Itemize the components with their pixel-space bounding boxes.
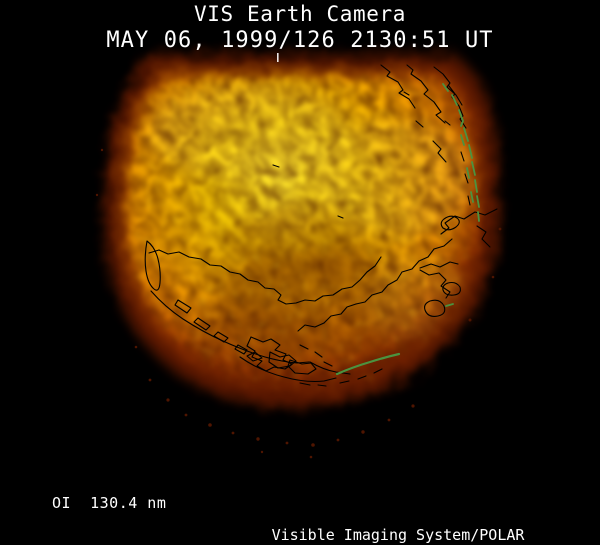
terminator-overlay — [335, 83, 480, 376]
disk-bright-mottle-texture — [112, 62, 491, 401]
credit-text: Visible Imaging System/POLAR The Univers… — [196, 493, 600, 545]
credit-line-1: Visible Imaging System/POLAR — [271, 526, 525, 544]
wavelength-label: OI 130.4 nm — [52, 494, 167, 512]
image-noise-speckles — [95, 148, 502, 459]
disk-rim-shadow-deep — [112, 62, 491, 401]
frame-artifact-tick — [277, 53, 279, 62]
image-title: VIS Earth Camera — [194, 2, 406, 26]
coastline-overlay — [144, 64, 498, 387]
earth-uv-disk — [103, 54, 499, 409]
image-timestamp: MAY 06, 1999/126 2130:51 UT — [106, 28, 494, 53]
